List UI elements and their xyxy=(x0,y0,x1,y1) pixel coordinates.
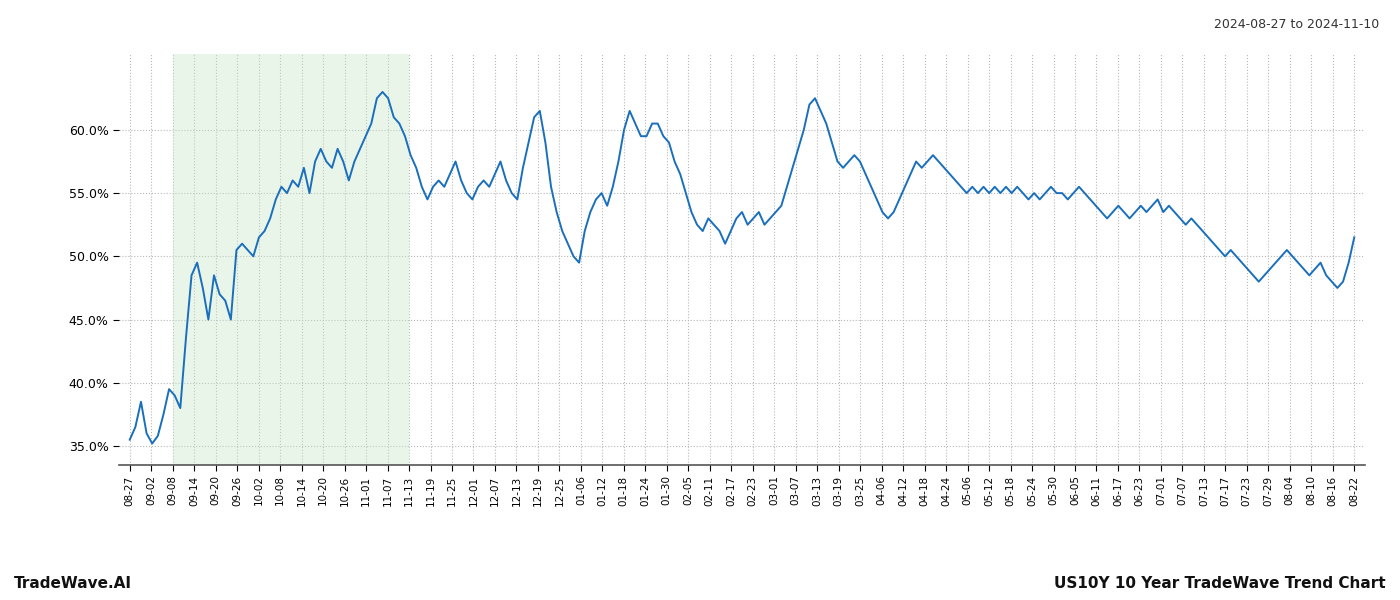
Text: US10Y 10 Year TradeWave Trend Chart: US10Y 10 Year TradeWave Trend Chart xyxy=(1054,576,1386,591)
Text: TradeWave.AI: TradeWave.AI xyxy=(14,576,132,591)
Bar xyxy=(172,54,409,465)
Text: 2024-08-27 to 2024-11-10: 2024-08-27 to 2024-11-10 xyxy=(1214,18,1379,31)
